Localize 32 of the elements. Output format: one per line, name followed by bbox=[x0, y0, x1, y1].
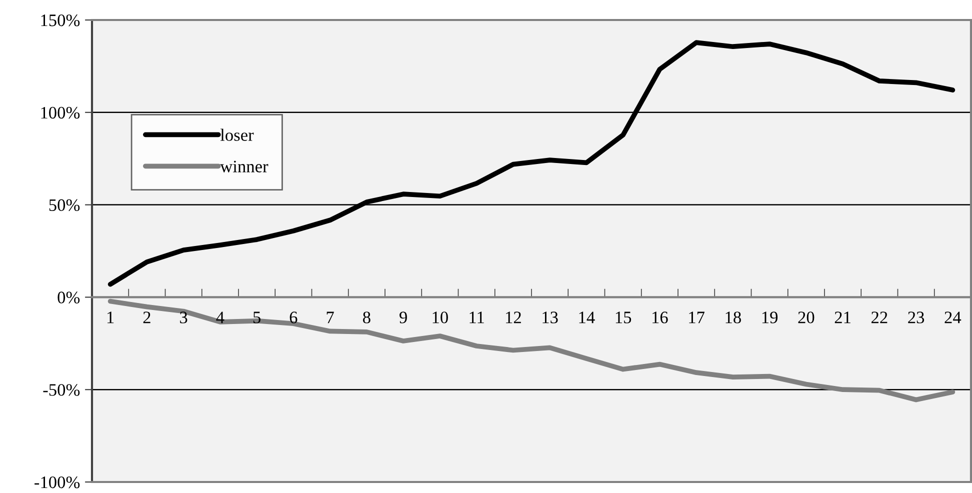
x-tick-label: 10 bbox=[432, 312, 448, 324]
x-tick-label: 5 bbox=[253, 312, 260, 324]
x-tick-label: 8 bbox=[363, 312, 370, 324]
x-tick-label: 2 bbox=[143, 312, 150, 324]
y-tick-label: -50% bbox=[43, 384, 80, 396]
x-tick-label: 22 bbox=[872, 312, 888, 324]
x-tick-label: 12 bbox=[506, 312, 521, 324]
x-tick-label: 24 bbox=[944, 312, 962, 324]
x-tick-label: 7 bbox=[326, 312, 334, 324]
x-tick-label: 3 bbox=[180, 312, 188, 324]
y-tick-label: 50% bbox=[49, 199, 80, 212]
x-tick-label: 1 bbox=[108, 312, 114, 324]
x-tick-label: 14 bbox=[579, 312, 595, 324]
legend-label: winner bbox=[220, 160, 268, 172]
x-tick-label: 17 bbox=[689, 312, 704, 324]
y-tick-label: -100% bbox=[34, 476, 80, 488]
x-tick-label: 13 bbox=[542, 312, 558, 324]
x-tick-label: 21 bbox=[834, 312, 850, 324]
x-tick-label: 18 bbox=[726, 312, 741, 324]
x-tick-label: 20 bbox=[798, 312, 814, 324]
x-tick-label: 16 bbox=[652, 312, 668, 324]
x-tick-label: 11 bbox=[470, 312, 484, 324]
x-tick-label: 15 bbox=[616, 312, 632, 324]
legend-label: loser bbox=[220, 128, 254, 141]
x-tick-label: 19 bbox=[762, 312, 778, 324]
x-tick-label: 23 bbox=[908, 312, 924, 324]
y-tick-label: 100% bbox=[41, 106, 80, 119]
y-tick-label: 0% bbox=[58, 292, 80, 304]
x-tick-label: 9 bbox=[400, 312, 407, 324]
x-tick-label: 6 bbox=[290, 312, 298, 324]
y-tick-label: 150% bbox=[41, 14, 80, 26]
x-tick-label: 4 bbox=[216, 312, 224, 324]
